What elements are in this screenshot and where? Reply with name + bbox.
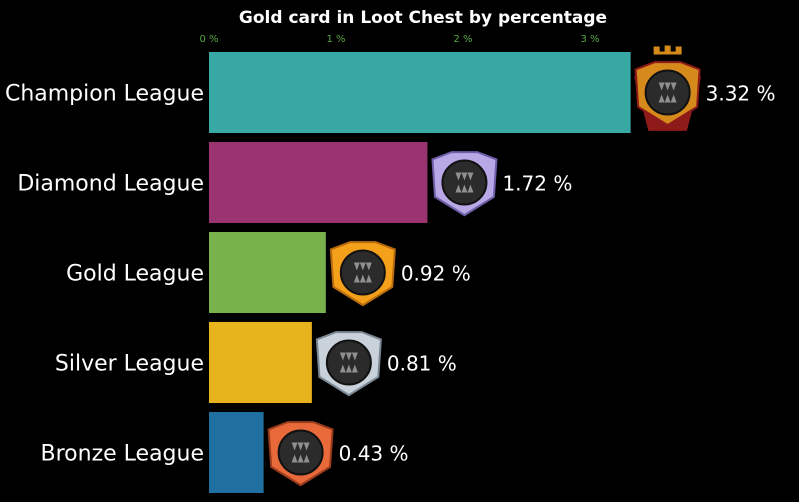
labels: Champion League 3.32 % Diamond League 1.72 … (5, 82, 776, 467)
bar-gold-league (209, 232, 326, 313)
upper-fangs (291, 442, 310, 451)
badge-disc (325, 339, 372, 386)
value-label-champion-league: 3.32 % (706, 82, 776, 106)
upper-fangs (339, 352, 358, 361)
diamond-league-badge-icon (431, 151, 498, 217)
value-label-gold-league: 0.92 % (401, 262, 471, 286)
bar-champion-league (209, 52, 631, 133)
champion-league-badge-icon (634, 45, 702, 131)
lower-fangs (291, 454, 310, 463)
bronze-league-badge-icon (267, 421, 334, 487)
x-tick-label-0: 0 % (199, 34, 218, 45)
lower-fangs (455, 184, 474, 193)
value-label-silver-league: 0.81 % (387, 352, 457, 376)
value-label-diamond-league: 1.72 % (502, 172, 572, 196)
badge-disc (339, 249, 386, 296)
category-label-silver-league: Silver League (55, 352, 204, 377)
upper-fangs (658, 82, 677, 91)
upper-fangs (455, 172, 474, 181)
x-tick-label-2: 2 % (453, 34, 472, 45)
lower-fangs (353, 274, 372, 283)
badge-disc (441, 159, 488, 206)
league-badges (267, 45, 702, 487)
bar-silver-league (209, 322, 312, 403)
x-tick-label-1: 1 % (326, 34, 345, 45)
bar-diamond-league (209, 142, 428, 223)
x-tick-label-3: 3 % (580, 34, 599, 45)
value-label-bronze-league: 0.43 % (339, 442, 409, 466)
bars (209, 52, 631, 493)
badge-disc (277, 429, 324, 476)
gold-league-badge-icon (329, 241, 396, 307)
silver-league-badge-icon (315, 331, 382, 397)
chart-title: Gold card in Loot Chest by percentage (239, 8, 607, 28)
category-label-gold-league: Gold League (66, 262, 204, 287)
crown-shape (653, 45, 682, 55)
category-label-bronze-league: Bronze League (41, 442, 204, 467)
upper-fangs (353, 262, 372, 271)
bar-bronze-league (209, 412, 264, 493)
x-axis-ticks: 0 % 1 % 2 % 3 % (199, 34, 599, 45)
badge-disc (644, 69, 691, 116)
category-label-champion-league: Champion League (5, 82, 204, 107)
lower-fangs (339, 364, 358, 373)
category-label-diamond-league: Diamond League (17, 172, 204, 197)
lower-fangs (658, 94, 677, 103)
